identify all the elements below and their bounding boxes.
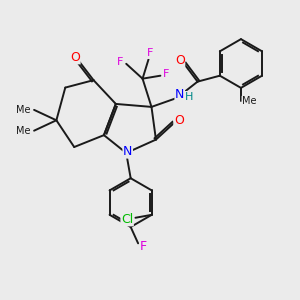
Text: Me: Me <box>16 126 31 136</box>
Text: Me: Me <box>242 96 256 106</box>
Text: O: O <box>175 54 185 67</box>
Text: Cl: Cl <box>121 213 133 226</box>
Text: F: F <box>117 57 124 67</box>
Text: N: N <box>175 88 184 101</box>
Text: N: N <box>123 145 132 158</box>
Text: H: H <box>185 92 194 101</box>
Text: O: O <box>174 114 184 127</box>
Text: F: F <box>163 69 170 79</box>
Text: F: F <box>147 48 153 59</box>
Text: Me: Me <box>16 105 31 115</box>
Text: O: O <box>70 51 80 64</box>
Text: F: F <box>140 240 147 254</box>
